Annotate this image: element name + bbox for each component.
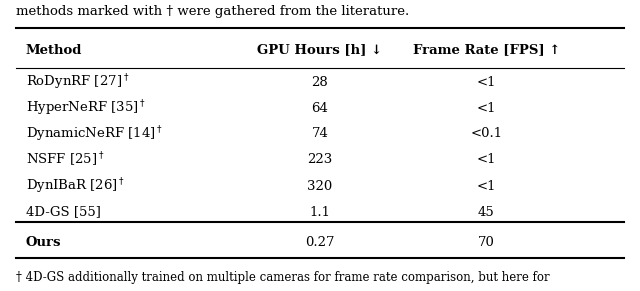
Text: <1: <1: [477, 102, 496, 114]
Text: Frame Rate [FPS] ↑: Frame Rate [FPS] ↑: [413, 43, 560, 56]
Text: HyperNeRF [35]$^\dagger$: HyperNeRF [35]$^\dagger$: [26, 98, 145, 118]
Text: 74: 74: [312, 127, 328, 141]
Text: 1.1: 1.1: [310, 205, 330, 219]
Text: <0.1: <0.1: [470, 127, 502, 141]
Text: methods marked with † were gathered from the literature.: methods marked with † were gathered from…: [16, 6, 409, 19]
Text: 28: 28: [312, 75, 328, 88]
Text: <1: <1: [477, 180, 496, 193]
Text: Method: Method: [26, 43, 82, 56]
Text: GPU Hours [h] ↓: GPU Hours [h] ↓: [257, 43, 383, 56]
Text: NSFF [25]$^\dagger$: NSFF [25]$^\dagger$: [26, 151, 104, 169]
Text: 45: 45: [478, 205, 495, 219]
Text: 64: 64: [312, 102, 328, 114]
Text: DynIBaR [26]$^\dagger$: DynIBaR [26]$^\dagger$: [26, 176, 125, 196]
Text: 4D-GS [55]: 4D-GS [55]: [26, 205, 100, 219]
Text: RoDynRF [27]$^\dagger$: RoDynRF [27]$^\dagger$: [26, 72, 129, 92]
Text: 70: 70: [478, 235, 495, 249]
Text: <1: <1: [477, 75, 496, 88]
Text: <1: <1: [477, 153, 496, 166]
Text: 0.27: 0.27: [305, 235, 335, 249]
Text: 320: 320: [307, 180, 333, 193]
Text: † 4D-GS additionally trained on multiple cameras for frame rate comparison, but : † 4D-GS additionally trained on multiple…: [16, 272, 550, 285]
Text: Ours: Ours: [26, 235, 61, 249]
Text: DynamicNeRF [14]$^\dagger$: DynamicNeRF [14]$^\dagger$: [26, 124, 163, 144]
Text: 223: 223: [307, 153, 333, 166]
